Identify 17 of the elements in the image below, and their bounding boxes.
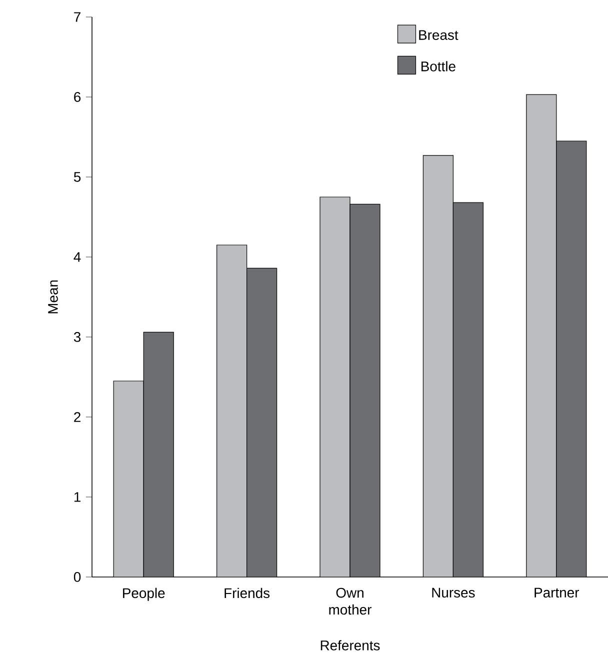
legend-label: Breast (419, 30, 458, 40)
y-tick-label: 3 (74, 332, 81, 342)
x-axis-title: Referents (320, 640, 380, 650)
y-tick-label: 5 (74, 172, 81, 182)
y-tick-label: 0 (74, 572, 81, 582)
y-axis-title: Mean (48, 280, 58, 314)
y-tick-label: 6 (74, 92, 81, 102)
x-tick-label: Own mother (329, 588, 372, 615)
y-tick-label: 2 (74, 412, 80, 422)
x-tick-label: Nurses (432, 588, 475, 598)
x-tick-label: Friends (224, 588, 270, 598)
y-tick-label: 4 (74, 252, 81, 262)
legend-label: Bottle (421, 61, 456, 72)
y-tick-label: 7 (74, 12, 80, 22)
y-tick-label: 1 (74, 492, 80, 502)
x-tick-label: Partner (534, 588, 580, 598)
x-tick-label: People (123, 588, 165, 601)
